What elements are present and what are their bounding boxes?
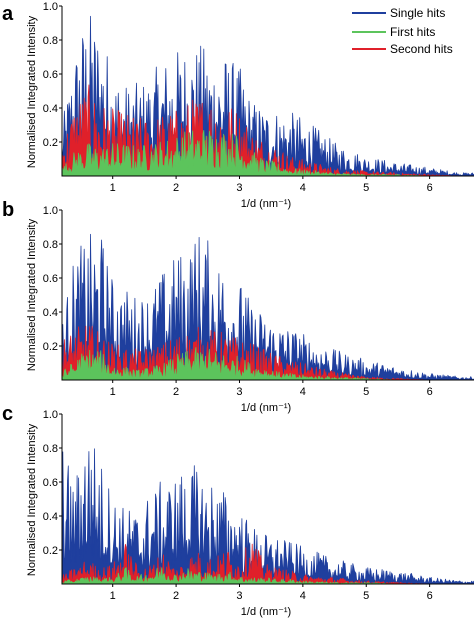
y-tick-label-b-0.8: 0.8 xyxy=(43,239,58,251)
legend: Single hits First hits Second hits xyxy=(352,6,453,56)
x-tick-label-c-1: 1 xyxy=(110,590,116,602)
x-tick-label-a-5: 5 xyxy=(363,182,369,194)
x-axis-label-a: 1/d (nm⁻¹) xyxy=(241,198,291,210)
y-tick-label-c-1: 1.0 xyxy=(43,409,58,421)
axes-b xyxy=(59,209,474,383)
x-tick-label-a-1: 1 xyxy=(110,182,116,194)
plot-area-b xyxy=(61,233,474,381)
x-tick-label-a-3: 3 xyxy=(236,182,242,194)
x-tick-label-b-4: 4 xyxy=(300,386,306,398)
series-single-hits-c xyxy=(61,448,474,585)
y-tick-label-b-0.2: 0.2 xyxy=(43,341,58,353)
panel-a: a Normalised Integrated Intensity 1/d (n… xyxy=(2,1,474,210)
y-tick-label-a-0.2: 0.2 xyxy=(43,137,58,149)
legend-label-single: Single hits xyxy=(390,6,445,20)
y-tick-label-b-0.4: 0.4 xyxy=(43,307,58,319)
y-tick-label-a-1: 1.0 xyxy=(43,1,58,13)
x-tick-label-c-2: 2 xyxy=(173,590,179,602)
axis-lines-a xyxy=(61,6,474,177)
panel-letter-c: c xyxy=(2,403,13,425)
x-tick-label-a-2: 2 xyxy=(173,182,179,194)
panel-c: c Normalised Integrated Intensity 1/d (n… xyxy=(2,403,474,618)
panel-letter-a: a xyxy=(2,3,14,25)
tick-labels-a: 1 2 3 4 5 6 0.2 0.4 0.6 0.8 1.0 xyxy=(43,1,433,194)
x-tick-label-c-6: 6 xyxy=(427,590,433,602)
y-axis-label-c: Normalised Integrated Intensity xyxy=(26,423,38,576)
x-tick-label-b-3: 3 xyxy=(236,386,242,398)
y-axis-label-b: Normalised Integrated Intensity xyxy=(26,218,38,371)
tick-labels-b: 1 2 3 4 5 6 0.2 0.4 0.6 0.8 1.0 xyxy=(43,205,433,398)
panel-letter-b: b xyxy=(2,199,14,221)
axis-lines-b xyxy=(61,210,474,381)
x-tick-label-b-1: 1 xyxy=(110,386,116,398)
y-tick-label-c-0.4: 0.4 xyxy=(43,511,58,523)
x-tick-label-c-3: 3 xyxy=(236,590,242,602)
x-axis-label-c: 1/d (nm⁻¹) xyxy=(241,606,291,618)
panel-b: b Normalised Integrated Intensity 1/d (n… xyxy=(2,199,474,414)
axis-lines-c xyxy=(61,414,474,585)
y-tick-label-c-0.8: 0.8 xyxy=(43,443,58,455)
y-axis-label-a: Normalised Integrated Intensity xyxy=(26,15,38,168)
x-tick-label-b-5: 5 xyxy=(363,386,369,398)
x-tick-label-c-4: 4 xyxy=(300,590,306,602)
x-tick-label-b-6: 6 xyxy=(427,386,433,398)
axes-a xyxy=(59,5,474,179)
x-tick-label-c-5: 5 xyxy=(363,590,369,602)
tick-labels-c: 1 2 3 4 5 6 0.2 0.4 0.6 0.8 1.0 xyxy=(43,409,433,602)
plot-area-a xyxy=(61,15,474,177)
y-tick-label-b-1: 1.0 xyxy=(43,205,58,217)
y-tick-label-a-0.4: 0.4 xyxy=(43,103,58,115)
legend-label-first: First hits xyxy=(390,25,435,39)
y-tick-label-c-0.2: 0.2 xyxy=(43,545,58,557)
y-tick-label-b-0.6: 0.6 xyxy=(43,273,58,285)
axes-c xyxy=(59,413,474,587)
x-tick-label-a-4: 4 xyxy=(300,182,306,194)
x-axis-label-b: 1/d (nm⁻¹) xyxy=(241,402,291,414)
x-tick-label-b-2: 2 xyxy=(173,386,179,398)
y-tick-label-a-0.8: 0.8 xyxy=(43,35,58,47)
y-tick-label-a-0.6: 0.6 xyxy=(43,69,58,81)
plot-area-c xyxy=(61,448,474,585)
x-tick-label-a-6: 6 xyxy=(427,182,433,194)
legend-label-second: Second hits xyxy=(390,42,453,56)
y-tick-label-c-0.6: 0.6 xyxy=(43,477,58,489)
